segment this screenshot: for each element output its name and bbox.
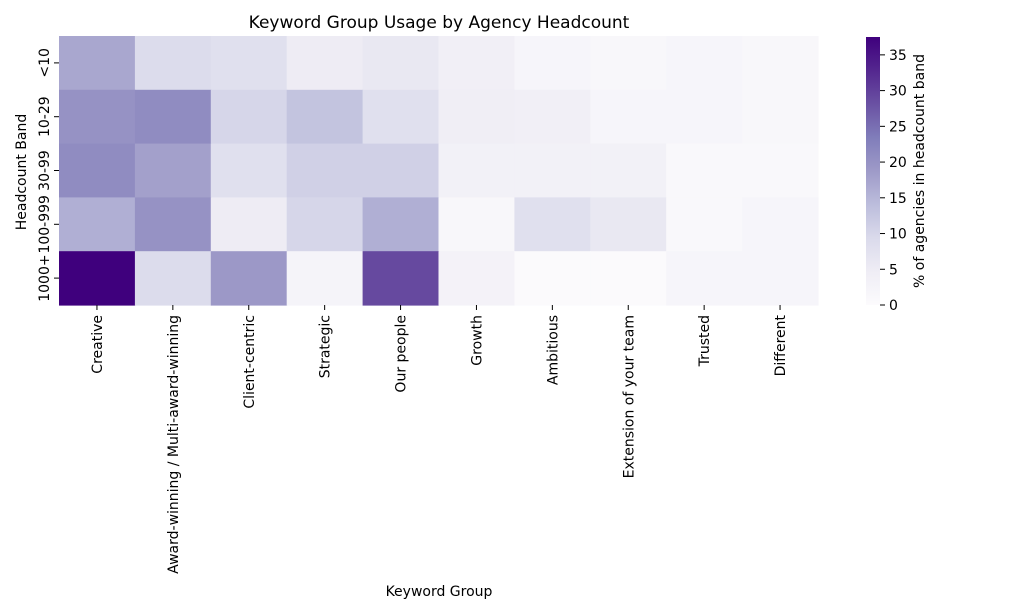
x-tick-label: Our people (394, 315, 410, 393)
colorbar-tick-label: 25 (889, 119, 907, 135)
heatmap-cell (514, 251, 591, 306)
heatmap-cell (438, 36, 515, 91)
x-tick-label: Client-centric (242, 315, 258, 409)
x-axis-label: Keyword Group (386, 584, 493, 600)
heatmap-cell (210, 251, 288, 306)
x-tick-label: Ambitious (545, 315, 561, 385)
heatmap-cell (210, 36, 288, 91)
heatmap-cell (286, 197, 364, 252)
y-tick-label: <10 (37, 48, 53, 78)
heatmap-cell (210, 197, 288, 252)
heatmap-cell (59, 36, 136, 91)
colorbar-tick-label: 15 (889, 191, 907, 207)
heatmap-cell (438, 197, 515, 252)
colorbar-tick-label: 30 (889, 84, 907, 100)
heatmap-cell (590, 36, 667, 91)
heatmap-cell (666, 143, 743, 198)
heatmap-cell (286, 89, 364, 145)
x-tick-label: Extension of your team (621, 315, 637, 478)
heatmap-cell (742, 251, 819, 306)
y-tick-label: 1000+ (37, 254, 53, 301)
heatmap-cell (59, 143, 136, 198)
heatmap-cell (134, 89, 212, 145)
heatmap-cell (742, 36, 819, 91)
heatmap-cell (362, 197, 440, 252)
heatmap-cell (666, 197, 743, 252)
colorbar-tick-label: 20 (889, 155, 907, 171)
heatmap-cell (59, 89, 136, 145)
heatmap-cell (362, 89, 440, 145)
heatmap-cell (210, 143, 288, 198)
heatmap-cell (514, 89, 591, 145)
heatmap-cell (590, 89, 667, 145)
heatmap-cell (134, 197, 212, 252)
x-tick-label: Strategic (318, 315, 334, 378)
y-tick-label: 10-29 (37, 96, 53, 137)
x-axis-ticks: Creative Award-winning / Multi-award-winn… (90, 305, 789, 574)
x-tick-label: Creative (90, 315, 106, 374)
colorbar-tick-label: 35 (889, 48, 907, 64)
colorbar (866, 37, 880, 305)
heatmap-cell (362, 143, 440, 198)
heatmap-cells (59, 36, 819, 306)
heatmap-cell (438, 89, 515, 145)
heatmap-cell (134, 143, 212, 198)
x-tick-label: Growth (469, 315, 485, 366)
heatmap-cell (514, 36, 591, 91)
heatmap-cell (742, 143, 819, 198)
heatmap-cell (59, 251, 136, 306)
colorbar-tick-label: 10 (889, 227, 907, 243)
heatmap-cell (590, 197, 667, 252)
x-tick-label: Award-winning / Multi-award-winning (166, 315, 182, 574)
heatmap-cell (666, 251, 743, 306)
heatmap-cell (362, 36, 440, 91)
x-tick-label: Trusted (697, 315, 713, 367)
heatmap-cell (210, 89, 288, 145)
y-axis-label: Headcount Band (14, 114, 30, 231)
heatmap-cell (59, 197, 136, 252)
heatmap-cell (134, 251, 212, 306)
x-tick-label: Different (773, 314, 789, 376)
heatmap-cell (362, 251, 440, 306)
heatmap-cell (590, 251, 667, 306)
heatmap-cell (134, 36, 212, 91)
colorbar-label: % of agencies in headcount band (912, 54, 928, 288)
heatmap-cell (438, 143, 515, 198)
chart-title: Keyword Group Usage by Agency Headcount (249, 13, 630, 33)
heatmap-cell (514, 143, 591, 198)
colorbar-tick-label: 0 (889, 298, 898, 314)
heatmap-cell (514, 197, 591, 252)
heatmap-cell (286, 36, 364, 91)
y-tick-label: 100-999 (37, 195, 53, 254)
heatmap-cell (666, 36, 743, 91)
heatmap-cell (742, 89, 819, 145)
y-tick-label: 30-99 (37, 150, 53, 191)
heatmap-cell (666, 89, 743, 145)
heatmap-cell (590, 143, 667, 198)
colorbar-ticks: 0 5 10 15 20 25 30 35 (880, 48, 907, 314)
heatmap-cell (286, 251, 364, 306)
heatmap-cell (286, 143, 364, 198)
heatmap-cell (438, 251, 515, 306)
colorbar-tick-label: 5 (889, 262, 898, 278)
heatmap-cell (742, 197, 819, 252)
